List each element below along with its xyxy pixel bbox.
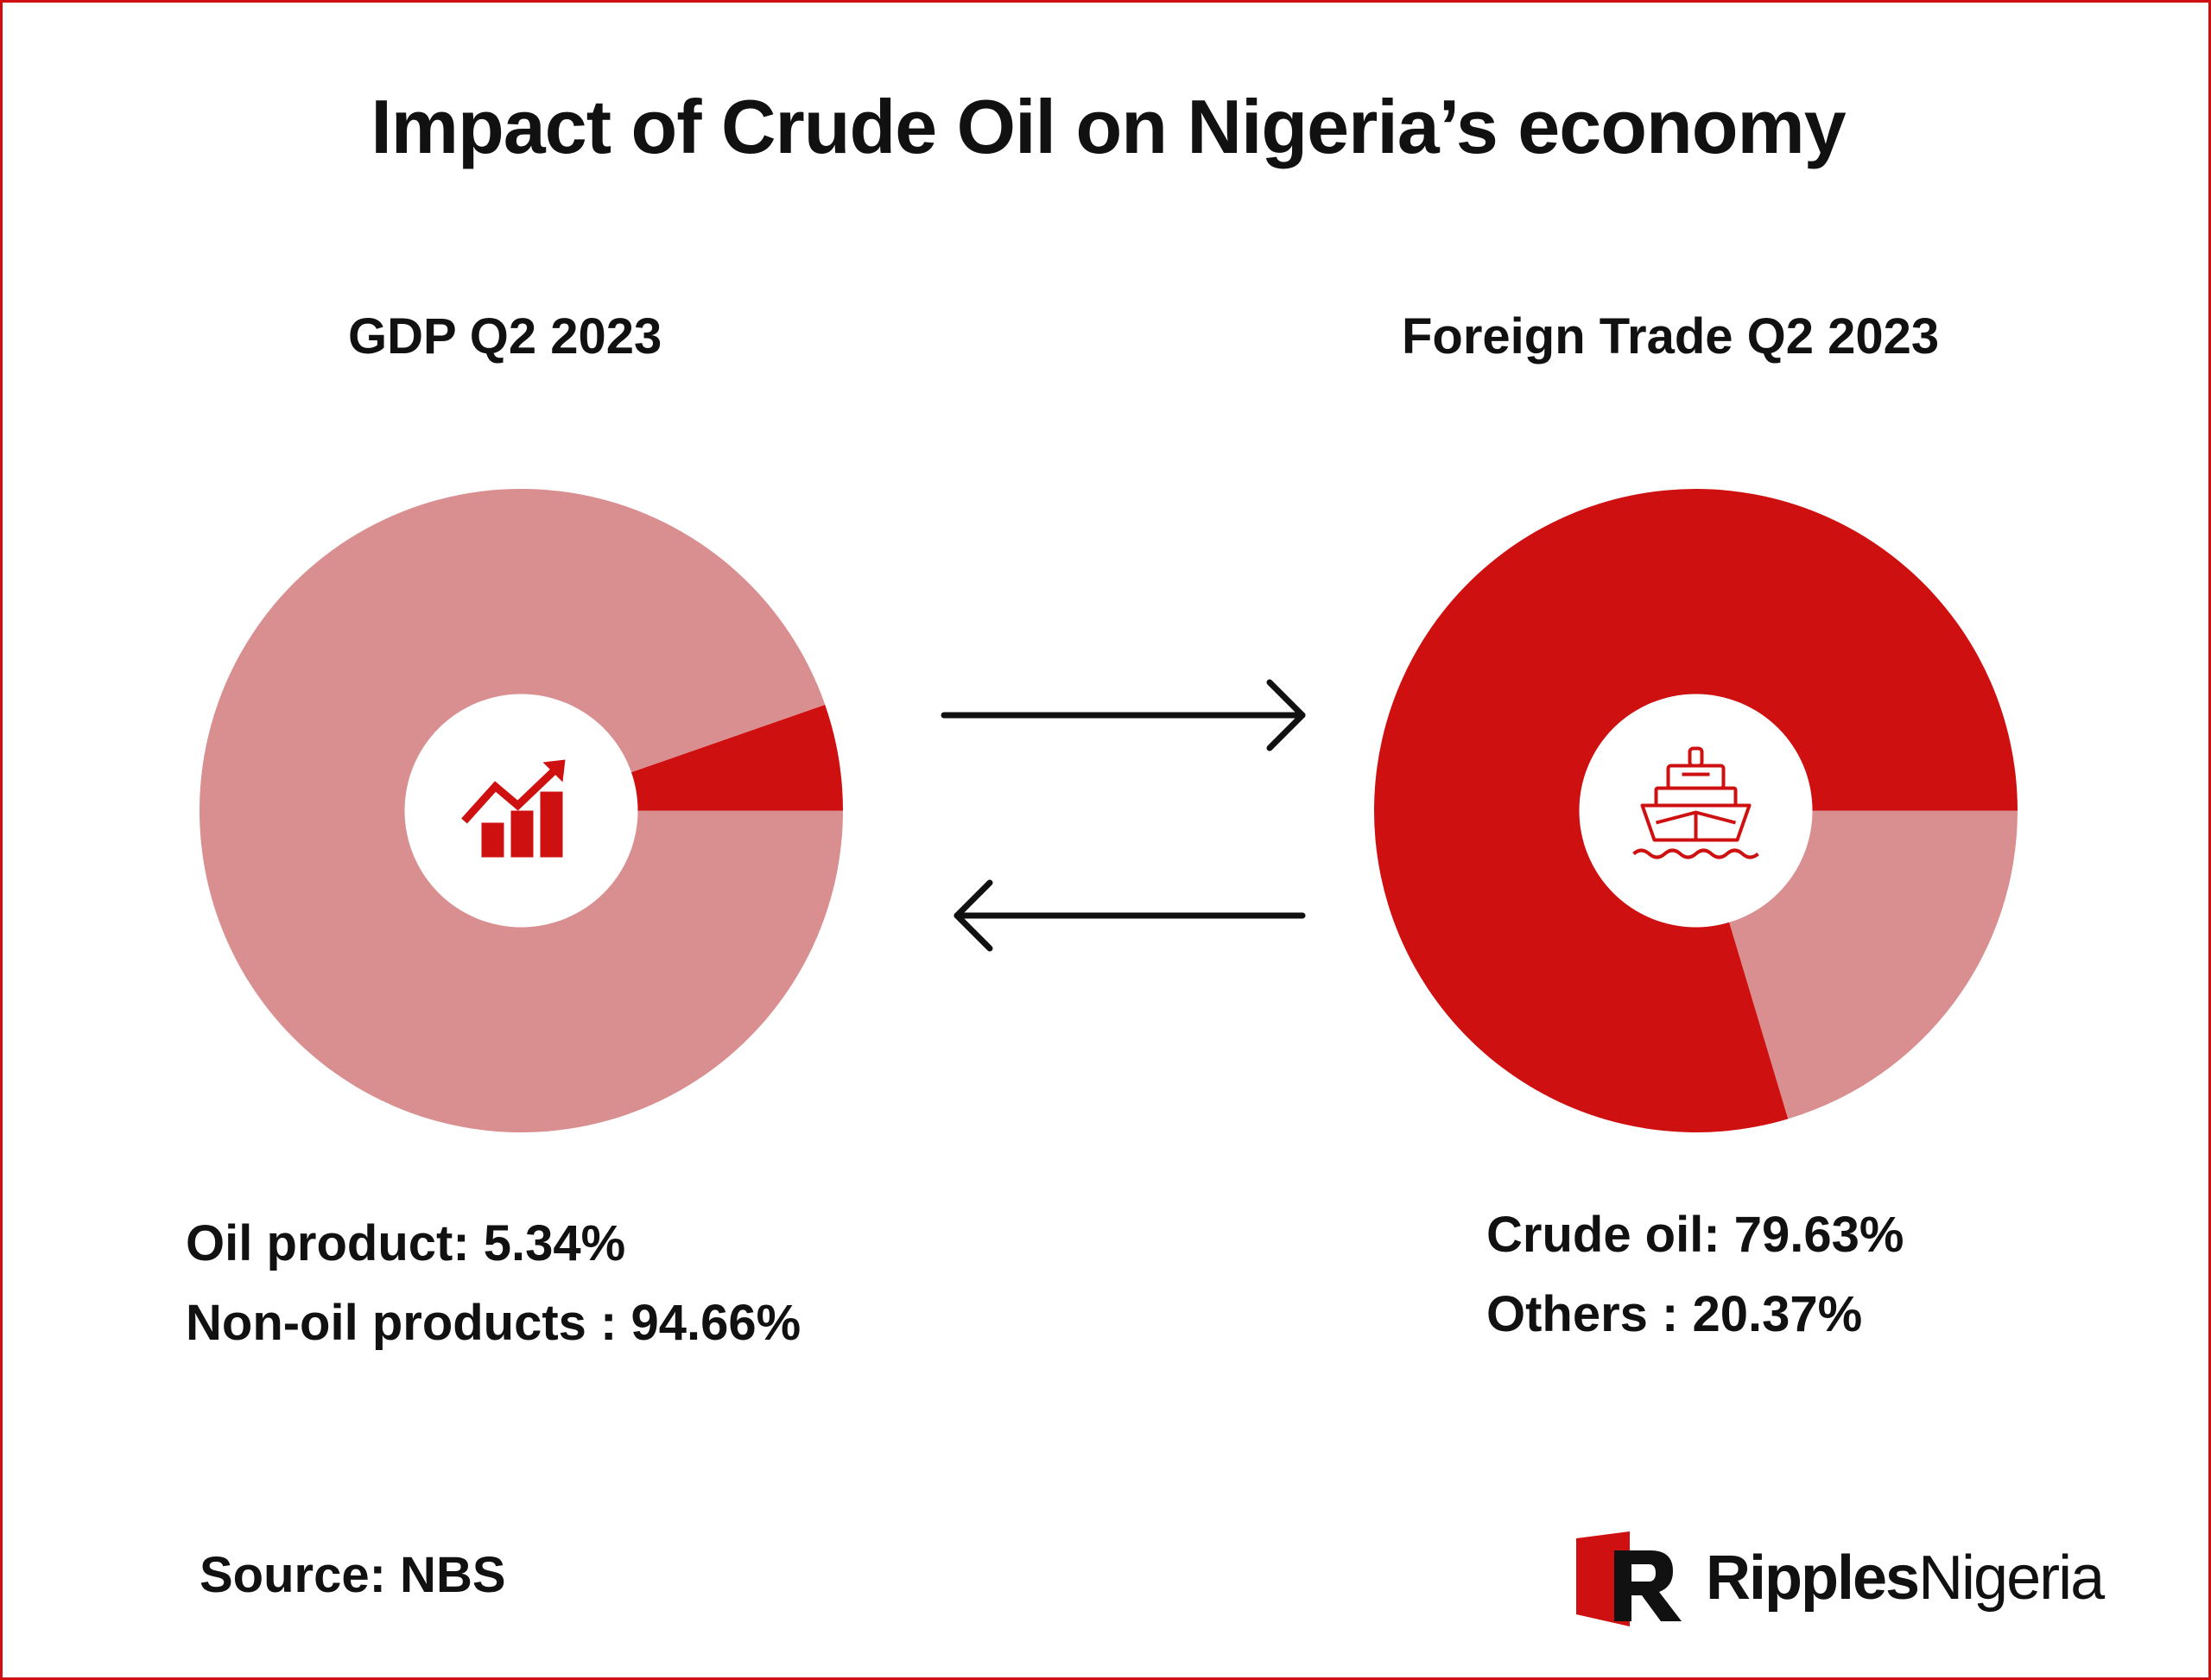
exchange-arrows xyxy=(941,679,1306,952)
trade-legend-crude-oil: Crude oil: 79.63% xyxy=(1486,1207,1904,1263)
arrow-right-icon xyxy=(941,679,1306,751)
growth-chart-icon xyxy=(461,759,566,858)
trade-pie-chart xyxy=(1374,489,2018,1132)
arrow-left-icon xyxy=(953,879,1306,952)
gdp-chart-title: GDP Q2 2023 xyxy=(348,308,662,365)
logo-wordmark: RipplesNigeria xyxy=(1706,1547,2105,1609)
trade-legend-others: Others : 20.37% xyxy=(1486,1286,1863,1342)
gdp-pie-chart xyxy=(200,488,843,1132)
gdp-legend-oil: Oil product: 5.34% xyxy=(186,1215,626,1271)
logo-wordmark-light: Nigeria xyxy=(1918,1544,2105,1613)
logo-mark-icon xyxy=(1576,1531,1682,1626)
trade-chart-title: Foreign Trade Q2 2023 xyxy=(1402,308,1940,365)
gdp-legend-non-oil: Non-oil products : 94.66% xyxy=(186,1295,801,1351)
trade-pie-center xyxy=(1579,694,1813,928)
page-title: Impact of Crude Oil on Nigeria’s economy xyxy=(371,84,1846,169)
ship-icon xyxy=(1632,746,1759,859)
source-note: Source: NBS xyxy=(200,1547,506,1603)
logo-wordmark-bold: Ripples xyxy=(1706,1544,1920,1613)
